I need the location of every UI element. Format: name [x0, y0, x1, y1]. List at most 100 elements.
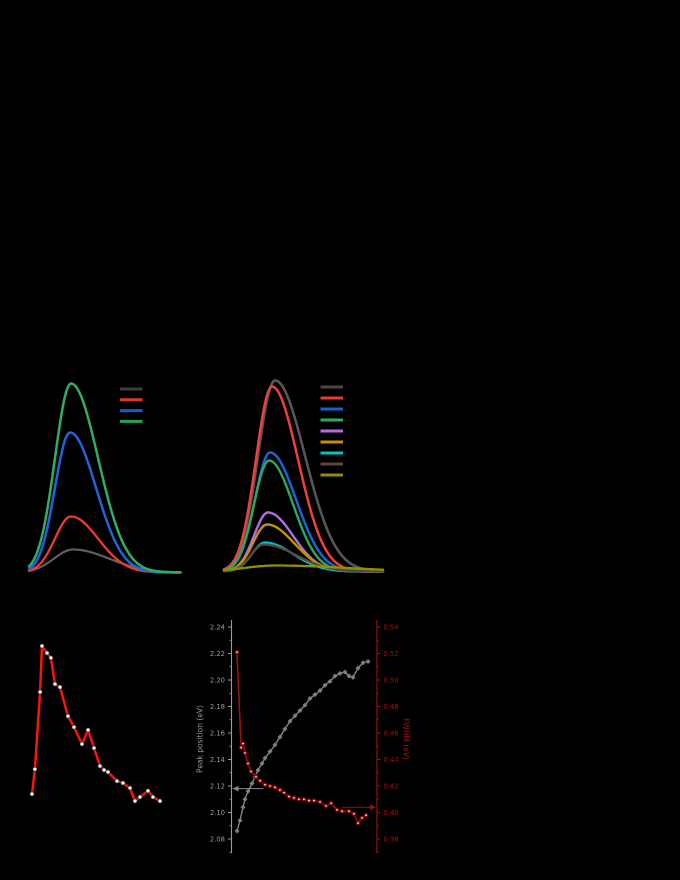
peak-position-point-12 [277, 734, 283, 740]
annotation-arrowhead-0 [232, 785, 239, 792]
peak-position-point-5 [249, 780, 255, 786]
peak-position-point-16 [297, 707, 303, 713]
decay-point-4 [44, 650, 50, 656]
spectra-right-curve-brown [222, 543, 385, 573]
fwhm-point-core-17 [308, 799, 310, 802]
fwhm-point-core-18 [313, 799, 315, 802]
panel-peak-fwhm: Peak position (eV) FWHM (eV) 2.08 2.10 2.1… [196, 620, 411, 853]
decay-point-10 [79, 741, 85, 747]
right-tick-label: 0.54 [384, 623, 399, 631]
peak-position-point-0 [234, 828, 240, 834]
decay-point-11 [85, 727, 91, 733]
left-tick-label: 2.12 [210, 782, 225, 790]
left-tick-label: 2.20 [210, 676, 225, 684]
left-tick-label: 2.18 [210, 703, 225, 711]
decay-point-18 [127, 785, 133, 791]
fwhm-line [236, 652, 367, 824]
peak-position-point-8 [259, 760, 265, 766]
spectra-right-curve-red [222, 385, 385, 573]
decay-point-8 [65, 713, 71, 719]
fwhm-point-core-24 [348, 810, 350, 812]
peak-position-point-7 [255, 767, 261, 773]
peak-position-point-17 [302, 702, 308, 708]
peak-position-point-30 [365, 658, 371, 664]
fwhm-point-core-20 [325, 805, 327, 807]
left-tick-label: 2.22 [210, 650, 225, 658]
peak-position-point-11 [272, 742, 278, 748]
peak-position-point-1 [237, 817, 243, 823]
spectra-left-curve-green [27, 382, 182, 574]
annotation-arrowhead-1 [370, 804, 376, 810]
fwhm-point-core-1 [240, 746, 242, 749]
peak-position-point-2 [240, 804, 246, 810]
peak-position-point-10 [267, 749, 273, 755]
fwhm-point-core-28 [365, 814, 367, 816]
spectra-right-curve-gray [222, 379, 385, 573]
peak-position-point-14 [287, 718, 293, 724]
peak-position-point-18 [307, 696, 313, 702]
panel-decay [29, 643, 163, 804]
fwhm-point-core-0 [236, 651, 238, 653]
fwhm-point-core-27 [361, 817, 363, 819]
peak-position-point-9 [262, 755, 268, 761]
fwhm-point-core-16 [303, 798, 305, 801]
peak-position-point-24 [337, 670, 343, 676]
decay-point-13 [97, 763, 103, 769]
fwhm-point-core-7 [259, 779, 261, 782]
peak-position-point-3 [242, 796, 248, 802]
fwhm-point-core-21 [330, 802, 332, 805]
peak-position-point-4 [245, 788, 251, 794]
fwhm-point-core-9 [269, 785, 271, 787]
left-axis-title: Peak position (eV) [196, 705, 205, 773]
fwhm-point-core-12 [283, 791, 285, 794]
decay-point-19 [132, 798, 138, 804]
right-tick-label: 0.42 [384, 782, 399, 790]
right-tick-label: 0.50 [384, 676, 399, 684]
peak-position-point-28 [355, 665, 361, 671]
fwhm-point-core-4 [247, 762, 249, 765]
left-tick-label: 2.16 [210, 729, 225, 737]
spectra-left-curve-blue [27, 431, 182, 574]
right-tick-label: 0.38 [384, 835, 399, 843]
decay-point-1 [32, 766, 38, 772]
fwhm-point-core-6 [255, 775, 257, 778]
decay-line [30, 644, 162, 803]
left-tick-label: 2.14 [210, 756, 225, 764]
decay-point-3 [39, 643, 45, 649]
fwhm-point-core-22 [336, 809, 338, 811]
right-tick-label: 0.44 [384, 756, 399, 764]
fwhm-point-core-11 [279, 789, 281, 791]
panel-spectra-left [27, 382, 182, 574]
decay-point-16 [114, 778, 120, 784]
decay-point-9 [71, 724, 77, 730]
peak-position-point-23 [332, 673, 338, 679]
peak-position-point-22 [327, 678, 333, 684]
panel-spectra-right [222, 379, 385, 573]
peak-position-point-20 [317, 688, 323, 694]
fwhm-point-core-23 [341, 810, 343, 812]
fwhm-point-core-13 [288, 795, 290, 798]
fwhm-point-core-2 [242, 742, 244, 745]
right-tick-label: 0.52 [384, 650, 399, 658]
spectra-left-curve-red [27, 515, 182, 574]
decay-point-5 [48, 655, 54, 661]
fwhm-point-core-15 [298, 798, 300, 801]
decay-point-7 [57, 684, 63, 690]
peak-position-point-27 [350, 674, 356, 680]
decay-point-0 [29, 791, 35, 797]
right-tick-label: 0.40 [384, 809, 399, 817]
fwhm-point-core-26 [357, 822, 359, 824]
right-tick-label: 0.46 [384, 729, 399, 737]
right-tick-label: 0.48 [384, 703, 399, 711]
decay-point-14 [101, 767, 107, 773]
peak-position-point-19 [312, 692, 318, 698]
peak-position-point-29 [360, 660, 366, 666]
spectra-left-curve-gray [27, 548, 182, 574]
left-tick-label: 2.24 [210, 623, 225, 631]
fwhm-point-core-5 [250, 770, 252, 773]
left-tick-label: 2.10 [210, 809, 225, 817]
left-tick-label: 2.08 [210, 835, 225, 843]
decay-point-20 [137, 794, 143, 800]
